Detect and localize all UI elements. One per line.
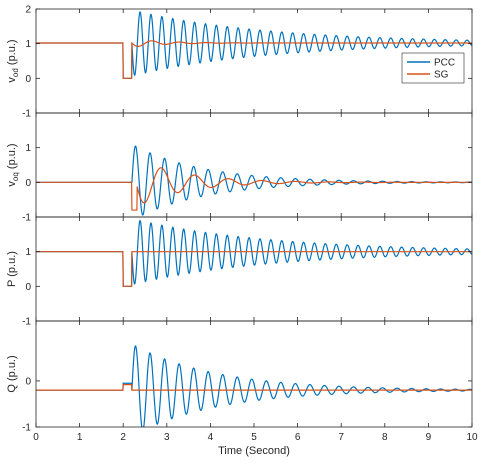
y-tick-label: -1 xyxy=(22,109,31,120)
y-axis-label: voq (p.u.) xyxy=(6,143,20,186)
axes-box xyxy=(35,320,473,428)
axes-box xyxy=(35,216,473,322)
y-tick-label: -1 xyxy=(22,317,31,328)
series-line-sg xyxy=(36,167,472,211)
series-line-sg xyxy=(36,251,472,287)
series-line-pcc xyxy=(36,219,472,287)
legend-label-pcc: PCC xyxy=(434,58,455,69)
x-tick-label: 7 xyxy=(338,432,344,443)
legend-label-sg: SG xyxy=(434,70,449,81)
y-tick-label: 0 xyxy=(25,74,31,85)
y-axis-label: Q (p.u.) xyxy=(6,355,18,392)
axes-box xyxy=(35,112,473,218)
series-line-sg xyxy=(36,384,472,391)
y-tick-label: 0 xyxy=(25,282,31,293)
x-tick-label: 1 xyxy=(77,432,83,443)
y-axis-label: vod (p.u.) xyxy=(6,39,20,82)
x-tick-label: 3 xyxy=(164,432,170,443)
panel-P: -1 0 1 P (p.u.) xyxy=(6,216,473,328)
x-tick-label: 4 xyxy=(208,432,214,443)
x-tick-label: 0 xyxy=(33,432,39,443)
y-tick-label: 1 xyxy=(25,247,31,258)
x-tick-label: 6 xyxy=(295,432,301,443)
y-tick-label: 2 xyxy=(25,5,31,16)
y-tick-label: -1 xyxy=(22,423,31,434)
x-tick-label: 2 xyxy=(120,432,126,443)
y-tick-label: 0 xyxy=(25,178,31,189)
series-line-pcc xyxy=(36,145,472,216)
panel-voq: -1 0 1 voq (p.u.) xyxy=(6,112,473,224)
x-tick-label: 9 xyxy=(426,432,432,443)
series-line-sg xyxy=(36,40,472,79)
y-tick-label: 0 xyxy=(25,376,31,387)
y-tick-label: 1 xyxy=(25,39,31,50)
x-axis-label: Time (Second) xyxy=(218,445,290,457)
y-axis-label: P (p.u.) xyxy=(6,251,18,287)
legend-box xyxy=(401,52,465,84)
x-tick-label: 8 xyxy=(382,432,388,443)
x-tick-label: 10 xyxy=(466,432,478,443)
y-tick-label: 1 xyxy=(25,143,31,154)
x-tick-label: 5 xyxy=(251,432,257,443)
series-line-pcc xyxy=(36,345,472,427)
y-tick-label: -1 xyxy=(22,213,31,224)
